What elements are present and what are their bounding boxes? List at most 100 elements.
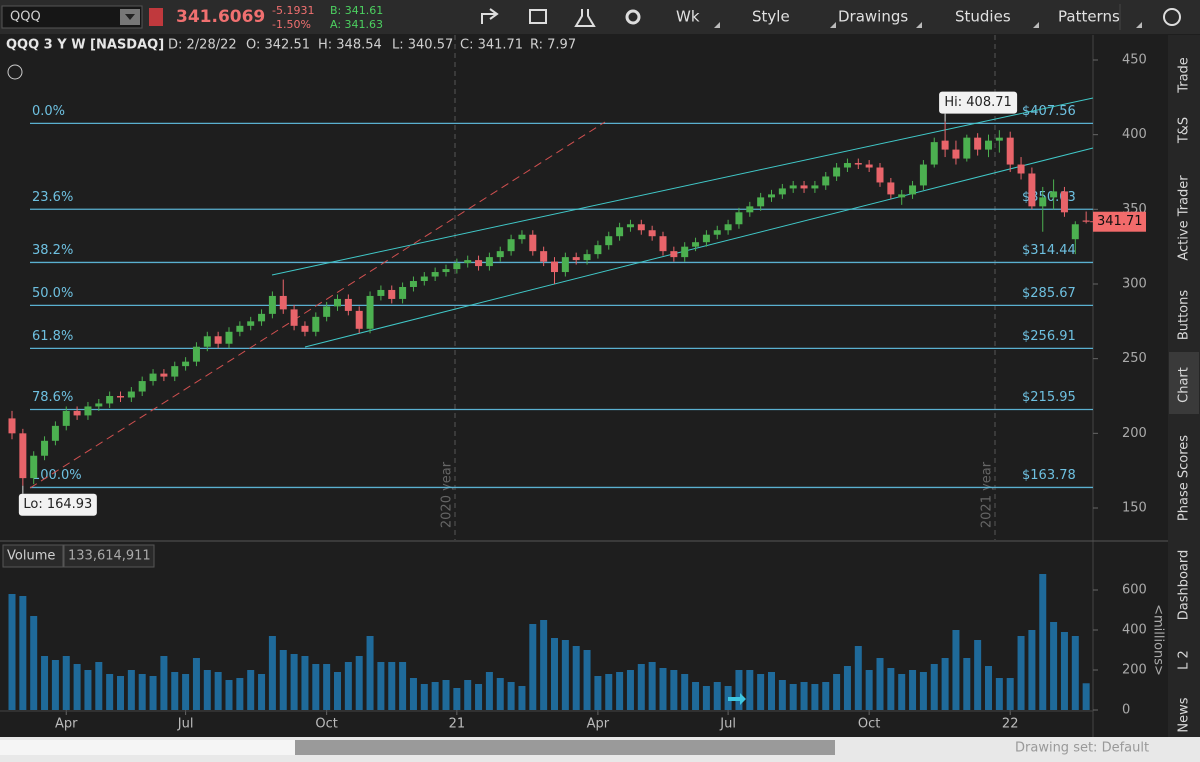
search-icon[interactable] [1163,8,1181,26]
scroll-thumb[interactable] [295,740,835,755]
share-icon[interactable] [481,8,499,24]
volume-bar [702,686,710,710]
volume-bar [51,660,59,710]
link-icon[interactable] [149,8,163,26]
volume-bar [62,656,70,710]
volume-bar [279,650,287,710]
candle-body [19,433,27,479]
volume-bar [106,674,114,710]
candle-body [192,346,200,362]
button-corner [916,22,922,28]
toolbar-button[interactable]: Studies [955,8,1011,26]
settings-icon[interactable] [625,9,641,25]
candle-body [355,310,363,329]
toolbar-button[interactable]: Style [752,8,790,26]
fib-level-label: 50.0% [32,286,73,301]
candle-body [746,206,754,213]
fib-level-label: 23.6% [32,190,73,205]
toolbar-button[interactable]: Patterns [1058,8,1120,26]
symbol[interactable]: QQQ [10,10,41,25]
candle-body [268,295,276,314]
toolbar-button[interactable]: Drawings [838,8,908,26]
sidebar-tab[interactable]: News [1177,697,1192,732]
volume-bar [1017,636,1025,710]
volume-bar [583,650,591,710]
candle-body [811,185,819,189]
y-tick-label: 400 [1122,127,1147,142]
sidebar-tab[interactable]: Phase Scores [1177,435,1192,521]
candle-body [1028,173,1036,207]
symbol-box[interactable] [1,5,143,29]
volume-bar [692,682,700,710]
candle-body [778,188,786,195]
scroll-arrow[interactable] [728,693,746,705]
volume-bar [670,670,678,710]
volume-bar [182,674,190,710]
drawing-set[interactable]: Drawing set: Default [1015,741,1149,756]
candle-body [377,289,385,296]
sidebar-tab[interactable]: T&S [1177,117,1192,144]
candle-body [898,194,906,198]
volume-bar [8,594,16,710]
scroll-track [0,740,295,755]
volume-bar [930,664,938,710]
sidebar-tab[interactable]: Chart [1177,367,1192,403]
volume-bar [626,670,634,710]
volume-bar [1006,678,1014,710]
grid-icon[interactable] [529,9,547,24]
candle-body [106,395,114,404]
volume-bar [117,676,124,710]
year-label: 2021 year [980,461,995,528]
hi-box [939,91,1018,114]
volume-y-tick-label: 0 [1122,703,1130,718]
button-corner [1136,22,1142,28]
volume-bar [941,658,949,710]
candle-body [659,236,667,252]
volume-bar [963,658,971,710]
candle-body [713,230,721,235]
candle-body [464,260,472,264]
volume-bar [171,672,179,710]
volume-bar [865,670,873,710]
candle-body [290,309,298,326]
volume-bar [344,662,352,710]
volume-bar [203,670,211,710]
fib-price-label: $407.56 [1022,104,1076,119]
info-icon[interactable] [7,64,23,80]
sidebar-tab[interactable]: Active Trader [1177,175,1192,261]
header-field: L: 340.57 [392,38,453,53]
candle-body [1017,164,1025,174]
y-tick-label: 250 [1122,351,1147,366]
volume-bar [431,682,439,710]
toolbar-button[interactable]: Wk [676,8,700,26]
candle-body [84,406,92,416]
candle-body [182,361,190,367]
volume-bar [561,640,569,710]
volume-bar [192,658,200,710]
volume-value-box [63,544,155,568]
volume-bar [833,674,841,710]
volume-bar [30,616,38,710]
flask-icon[interactable] [574,9,596,27]
candle-body [702,234,710,243]
volume-y-tick-label: 600 [1122,583,1147,598]
sidebar-tab[interactable]: Dashboard [1177,550,1192,621]
candle-body [149,373,157,382]
candle-body [963,137,971,159]
fib-price-label: $314.44 [1022,243,1076,258]
volume-bar [572,646,580,710]
volume-bar [789,684,797,710]
candle-body [399,286,407,299]
sidebar-tab[interactable]: Buttons [1177,290,1192,341]
percent-change: -1.50% [272,18,311,31]
lo-box [18,493,97,516]
candle-body [551,261,558,273]
header-field: D: 2/28/22 [168,38,237,53]
sidebar-tab[interactable]: Trade [1177,57,1192,94]
year-label: 2020 year [440,461,455,528]
candle-body [279,295,287,310]
volume-bar [453,688,461,710]
sidebar-tab[interactable]: L 2 [1177,650,1192,670]
button-corner [714,22,720,28]
